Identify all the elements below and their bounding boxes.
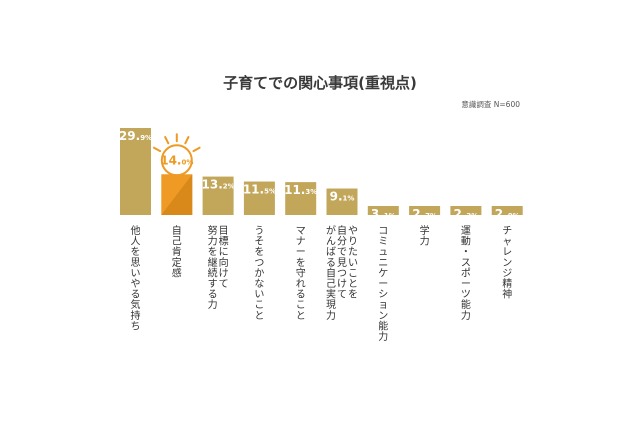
category-label-8-0: 運動・スポーツ能力	[461, 225, 471, 322]
emphasis-ray-4	[192, 146, 201, 153]
bar-3	[243, 181, 275, 215]
category-label-5-1: 自分で見つけて	[337, 224, 347, 301]
value-label-0: 29.9%	[119, 129, 152, 143]
value-labels-group: 29.9% 14.0% 13.2% 11.5% 11.3% 9.1% 3.1% 2.7% 2.2…	[119, 129, 520, 221]
bar-0	[120, 128, 151, 215]
bar-7	[409, 206, 441, 215]
category-label-4-0: マナーを守れること	[296, 226, 306, 322]
value-label-8: 2.2%	[453, 207, 478, 221]
category-label-6-0: コミュニケーション能力	[378, 226, 388, 343]
category-label-2-1: 努力を継続する力	[208, 224, 218, 311]
survey-note: 意識調査 N=600	[461, 99, 520, 109]
category-label-9-0: チャレンジ精神	[502, 225, 512, 301]
bar-9	[491, 206, 523, 215]
category-label-5-2: がんばる自己実現力	[326, 224, 336, 322]
category-label-2-0: 目標に向けて	[219, 226, 229, 290]
bar-5	[326, 188, 358, 215]
bar-1-shade	[161, 174, 193, 215]
emphasis-ray-1	[164, 136, 170, 145]
emphasis-ray-3	[184, 136, 190, 145]
emphasis-ray-0	[153, 146, 162, 153]
category-label-1-0: 自己肯定感	[172, 224, 182, 279]
chart-title: 子育てでの関心事項(重視点)	[223, 74, 417, 92]
category-label-7-0: 学力	[420, 224, 430, 248]
bar-4	[285, 182, 317, 215]
value-label-5: 9.1%	[330, 190, 355, 204]
category-label-5-0: やりたいことを	[348, 225, 358, 301]
category-label-0-0: 他人を思いやる気持ち	[131, 224, 141, 332]
category-label-3-0: うそをつかないこと	[254, 225, 264, 322]
value-label-4: 11.3%	[284, 183, 317, 197]
bar-8	[450, 206, 482, 215]
value-label-1: 14.0%	[160, 153, 193, 167]
value-label-7: 2.7%	[412, 207, 437, 221]
value-label-9: 2.0%	[495, 207, 520, 221]
value-label-6: 3.1%	[371, 207, 396, 221]
bar-6	[367, 205, 399, 215]
value-label-3: 11.5%	[243, 183, 276, 197]
highlight-bubble-tail	[171, 174, 182, 182]
bar-2	[202, 176, 234, 215]
bars-group	[120, 128, 523, 215]
value-label-2: 13.2%	[202, 178, 235, 192]
